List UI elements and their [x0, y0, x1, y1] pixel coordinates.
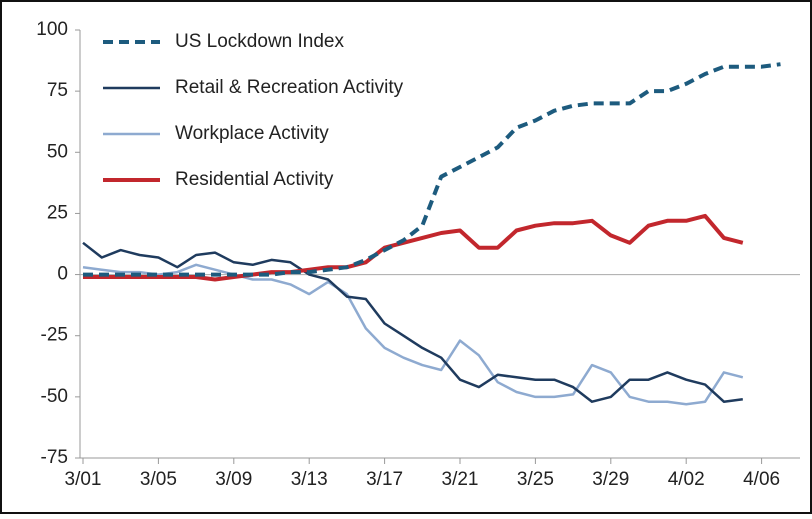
- legend-label: US Lockdown Index: [175, 31, 344, 52]
- x-tick-label: 3/21: [442, 469, 479, 490]
- x-tick-label: 3/25: [517, 469, 554, 490]
- y-tick-label: -75: [41, 447, 68, 468]
- x-tick-label: 3/01: [65, 469, 102, 490]
- y-tick-label: 100: [36, 19, 68, 40]
- series-line: [83, 62, 781, 277]
- x-tick-label: 3/05: [140, 469, 177, 490]
- y-tick-label: -50: [41, 386, 68, 407]
- x-tick-label: 3/17: [366, 469, 403, 490]
- x-tick-label: 3/13: [291, 469, 328, 490]
- x-tick-label: 3/09: [215, 469, 252, 490]
- y-tick-label: 50: [47, 141, 68, 162]
- x-tick-label: 3/29: [592, 469, 629, 490]
- series-line: [83, 213, 744, 282]
- legend-label: Retail & Recreation Activity: [175, 77, 404, 98]
- legend-label: Workplace Activity: [175, 123, 329, 144]
- series-line: [82, 241, 743, 403]
- y-tick-label: 25: [47, 202, 68, 223]
- y-tick-label: 75: [47, 80, 68, 101]
- y-tick-label: 0: [57, 264, 68, 285]
- legend-label: Residential Activity: [175, 169, 334, 190]
- series-line: [82, 263, 744, 406]
- x-tick-label: 4/06: [743, 469, 780, 490]
- x-tick-label: 4/02: [668, 469, 705, 490]
- y-tick-label: -25: [41, 325, 68, 346]
